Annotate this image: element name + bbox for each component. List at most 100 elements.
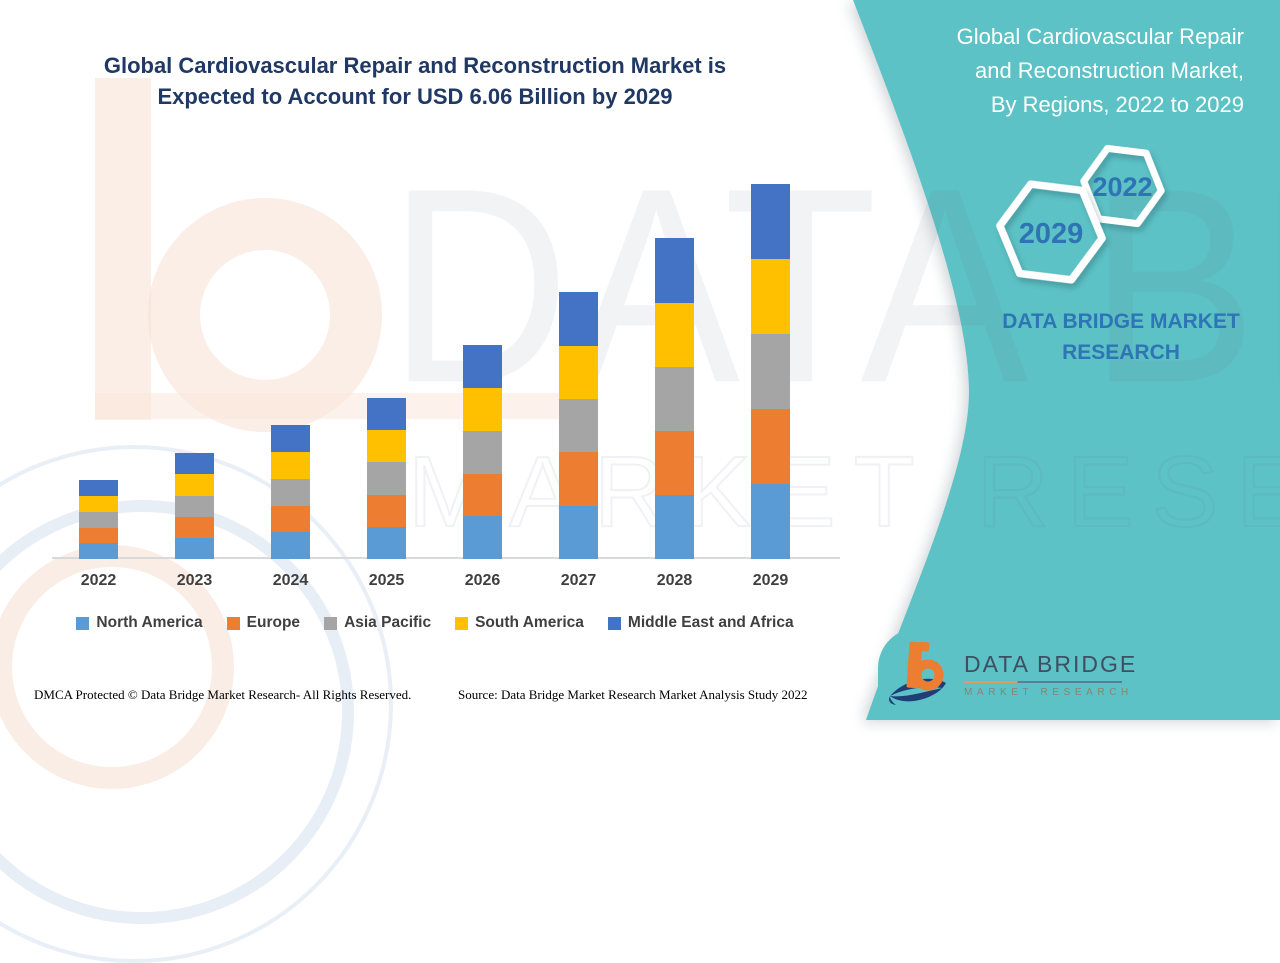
- bar-segment: [79, 527, 118, 544]
- legend-item: Europe: [226, 614, 301, 632]
- page-title-line2: Expected to Account for USD 6.06 Billion…: [157, 84, 673, 109]
- bar-segment: [751, 483, 790, 559]
- bar-segment: [655, 430, 694, 495]
- hexagon-2022-year: 2022: [1092, 172, 1152, 202]
- sidebar-title-line1: Global Cardiovascular Repair: [956, 24, 1244, 49]
- x-axis-labels: 2022 2023 2024 2025 2026 2027 2028 2029: [0, 572, 860, 598]
- year-hexagons: 2022 2029: [996, 144, 1165, 284]
- legend-marker: [76, 616, 90, 630]
- bar-2028: [655, 238, 694, 559]
- brand-text-line2: RESEARCH: [1062, 341, 1180, 364]
- logo-divider: [964, 680, 1122, 683]
- source-text: Source: Data Bridge Market Research Mark…: [458, 687, 808, 702]
- chart: [79, 183, 790, 559]
- bar-segment: [271, 532, 310, 559]
- legend-label: Europe: [246, 614, 301, 631]
- bar-2023: [175, 453, 214, 559]
- bar-segment: [367, 462, 406, 495]
- x-axis-label: 2028: [656, 572, 693, 589]
- bar-2029: [751, 183, 790, 559]
- legend-item: Middle East and Africa: [607, 614, 794, 632]
- bar-segment: [175, 495, 214, 517]
- bar-segment: [367, 398, 406, 431]
- legend-item: South America: [455, 614, 584, 632]
- bar-segment: [271, 452, 310, 479]
- bar-segment: [559, 505, 598, 559]
- legend-label: North America: [96, 614, 203, 631]
- logo-text-line2: MARKET RESEARCH: [964, 686, 1133, 698]
- hexagon-2029: [996, 180, 1106, 284]
- x-axis-label: 2022: [80, 572, 117, 589]
- page-title: Global Cardiovascular Repair and Reconst…: [40, 50, 790, 112]
- sidebar-title-line2: and Reconstruction Market,: [974, 58, 1244, 83]
- bar-segment: [271, 505, 310, 533]
- bar-segment: [79, 543, 118, 559]
- brand-text: DATA BRIDGE MARKET RESEARCH: [960, 306, 1280, 368]
- x-axis-line: [52, 557, 840, 559]
- bar-segment: [271, 425, 310, 453]
- bar-segment: [751, 258, 790, 334]
- teal-swoosh-background: [853, 0, 1280, 720]
- bar-2027: [559, 292, 598, 559]
- data-bridge-logo: DATA BRIDGE MARKET RESEARCH: [886, 638, 1137, 710]
- bar-segment: [559, 398, 598, 453]
- hexagon-2029-year: 2029: [1019, 218, 1084, 250]
- hexagon-2022: [1080, 144, 1165, 228]
- bar-segment: [559, 452, 598, 506]
- brand-text-line1: DATA BRIDGE MARKET: [1002, 310, 1240, 333]
- bar-segment: [463, 473, 502, 517]
- bar-segment: [751, 183, 790, 259]
- bar-segment: [655, 302, 694, 367]
- bar-2024: [271, 425, 310, 559]
- bar-segment: [655, 494, 694, 559]
- x-axis-label: 2029: [752, 572, 789, 589]
- watermark-b-stem: [95, 78, 151, 420]
- data-bridge-b-icon: [889, 641, 946, 705]
- bar-segment: [175, 516, 214, 538]
- bar-segment: [175, 537, 214, 559]
- logo-text-line1: DATA BRIDGE: [964, 650, 1138, 677]
- bar-segment: [175, 453, 214, 475]
- legend-label: Middle East and Africa: [627, 614, 794, 631]
- bar-segment: [559, 292, 598, 346]
- x-axis-label: 2025: [368, 572, 405, 589]
- bar-segment: [655, 366, 694, 431]
- x-axis-label: 2024: [272, 572, 309, 589]
- bar-segment: [367, 430, 406, 463]
- sidebar-title: Global Cardiovascular Repair and Reconst…: [814, 20, 1244, 122]
- bar-segment: [751, 333, 790, 409]
- bar-segment: [367, 526, 406, 559]
- legend-marker: [226, 616, 240, 630]
- bar-2025: [367, 398, 406, 559]
- bar-segment: [559, 345, 598, 399]
- logo-card-background: [878, 628, 1280, 720]
- chart-legend: North America Europe Asia Pacific South Ame…: [20, 614, 850, 632]
- x-axis-label: 2027: [560, 572, 597, 589]
- legend-item: North America: [76, 614, 203, 632]
- page-title-line1: Global Cardiovascular Repair and Reconst…: [103, 53, 727, 78]
- bar-segment: [463, 430, 502, 474]
- bar-segment: [367, 494, 406, 527]
- legend-marker: [455, 616, 469, 630]
- legend-marker: [607, 616, 621, 630]
- bar-segment: [463, 516, 502, 559]
- dmca-text: DMCA Protected © Data Bridge Market Rese…: [34, 687, 412, 702]
- x-axis-label: 2023: [176, 572, 213, 589]
- x-axis-label: 2026: [464, 572, 501, 589]
- sidebar-title-line3: By Regions, 2022 to 2029: [990, 92, 1244, 117]
- bar-2026: [463, 345, 502, 559]
- legend-label: Asia Pacific: [344, 614, 432, 631]
- bar-segment: [655, 238, 694, 303]
- logo-text: DATA BRIDGE MARKET RESEARCH: [964, 651, 1137, 698]
- bar-segment: [79, 511, 118, 528]
- bar-segment: [463, 388, 502, 431]
- bar-segment: [175, 474, 214, 496]
- legend-label: South America: [475, 614, 584, 631]
- bar-segment: [751, 408, 790, 484]
- bar-2022: [79, 480, 118, 559]
- bar-segment: [463, 345, 502, 389]
- bar-segment: [271, 478, 310, 506]
- bar-segment: [79, 480, 118, 497]
- legend-item: Asia Pacific: [324, 614, 431, 632]
- bar-segment: [79, 496, 118, 512]
